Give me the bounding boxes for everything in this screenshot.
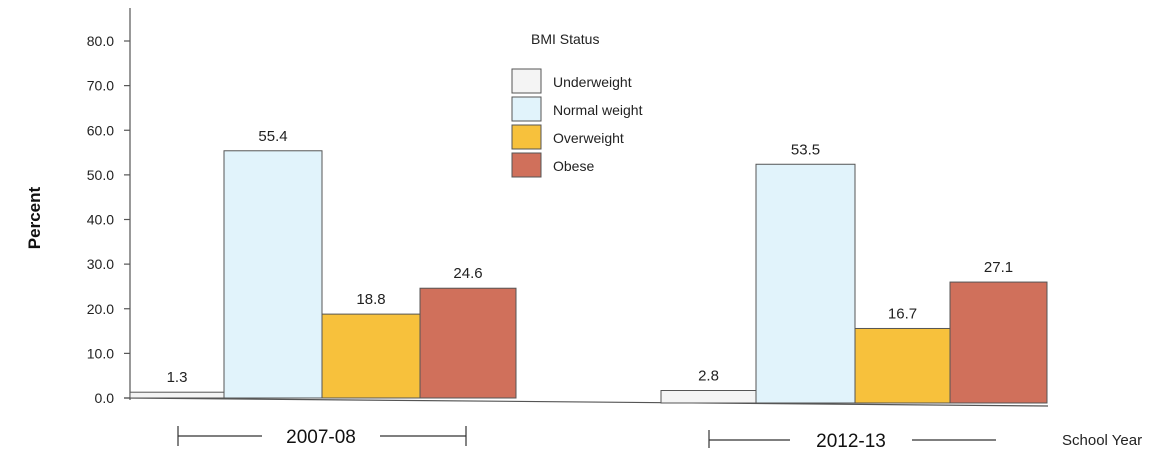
y-tick-label: 20.0 bbox=[87, 301, 114, 317]
legend-label: Underweight bbox=[553, 74, 632, 90]
y-axis-title: Percent bbox=[25, 186, 44, 249]
legend-label: Normal weight bbox=[553, 102, 643, 118]
legend-swatch-normal-weight bbox=[511, 96, 542, 122]
legend-swatch-obese bbox=[511, 152, 542, 178]
legend: Underweight Normal weight Overweight Obese bbox=[511, 68, 643, 178]
y-tick-label: 0.0 bbox=[95, 390, 115, 406]
legend-swatch-overweight bbox=[511, 124, 542, 150]
data-label: 18.8 bbox=[356, 291, 385, 308]
group-bracket-2007-08 bbox=[177, 426, 467, 446]
group-label: 2012-13 bbox=[816, 431, 886, 452]
legend-title: BMI Status bbox=[531, 31, 599, 47]
data-label: 27.1 bbox=[984, 259, 1013, 276]
y-tick-label: 70.0 bbox=[87, 78, 114, 94]
bar-overweight-2007-08 bbox=[321, 313, 421, 399]
y-tick-label: 50.0 bbox=[87, 167, 114, 183]
legend-label: Obese bbox=[553, 158, 594, 174]
data-label: 53.5 bbox=[791, 141, 820, 158]
x-axis-line bbox=[123, 397, 1049, 407]
y-tick-label: 40.0 bbox=[87, 212, 114, 228]
bar-normal-weight-2012-13 bbox=[755, 163, 856, 404]
legend-swatch-underweight bbox=[511, 68, 542, 94]
group-label: 2007-08 bbox=[286, 427, 356, 448]
y-tick-label: 10.0 bbox=[87, 345, 114, 361]
y-ticks: 0.0 10.0 20.0 30.0 40.0 50.0 60.0 70.0 80.0 bbox=[87, 33, 130, 406]
y-tick-label: 30.0 bbox=[87, 256, 114, 272]
data-label: 1.3 bbox=[167, 369, 188, 386]
y-tick-label: 80.0 bbox=[87, 33, 114, 49]
y-tick-label: 60.0 bbox=[87, 122, 114, 138]
bar-underweight-2012-13 bbox=[660, 390, 757, 404]
legend-label: Overweight bbox=[553, 130, 624, 146]
data-labels: 1.3 55.4 18.8 24.6 2.8 53.5 16.7 27.1 bbox=[167, 128, 1014, 386]
data-label: 24.6 bbox=[453, 265, 482, 282]
x-axis-title: School Year bbox=[1062, 432, 1142, 449]
data-label: 55.4 bbox=[258, 128, 287, 145]
bar-obese-2012-13 bbox=[949, 281, 1048, 404]
data-label: 2.8 bbox=[698, 368, 719, 385]
bar-obese-2007-08 bbox=[419, 287, 517, 399]
bar-underweight-2007-08 bbox=[129, 391, 225, 399]
bar-overweight-2012-13 bbox=[854, 327, 951, 404]
data-label: 16.7 bbox=[888, 305, 917, 322]
group-bracket-2012-13 bbox=[708, 430, 996, 448]
bars bbox=[129, 150, 1048, 404]
bar-normal-weight-2007-08 bbox=[223, 150, 323, 399]
